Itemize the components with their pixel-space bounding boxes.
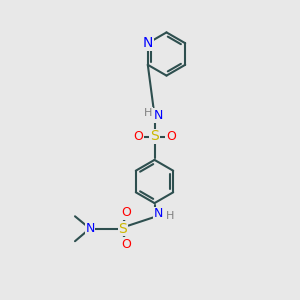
Text: N: N xyxy=(153,109,163,122)
Text: S: S xyxy=(150,130,159,143)
Text: O: O xyxy=(166,130,176,143)
Text: N: N xyxy=(153,207,163,220)
Text: O: O xyxy=(121,206,131,220)
Text: O: O xyxy=(121,238,131,251)
Text: N: N xyxy=(142,36,153,50)
Text: N: N xyxy=(85,222,95,235)
Text: S: S xyxy=(118,222,127,236)
Text: O: O xyxy=(133,130,143,143)
Text: H: H xyxy=(144,107,152,118)
Text: H: H xyxy=(166,211,174,221)
